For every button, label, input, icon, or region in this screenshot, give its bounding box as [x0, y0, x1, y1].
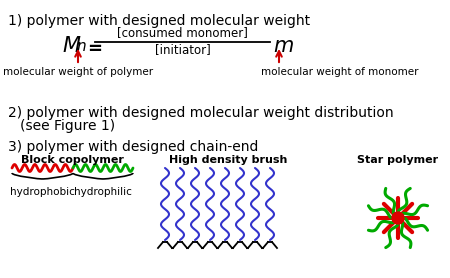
Text: [initiator]: [initiator]	[155, 43, 211, 56]
Text: hydrophilic: hydrophilic	[74, 187, 132, 197]
Text: (see Figure 1): (see Figure 1)	[20, 119, 115, 133]
Text: 2) polymer with designed molecular weight distribution: 2) polymer with designed molecular weigh…	[8, 106, 394, 120]
Text: molecular weight of polymer: molecular weight of polymer	[3, 67, 153, 77]
Text: hydrophobic: hydrophobic	[9, 187, 74, 197]
Text: $\mathbf{=}$: $\mathbf{=}$	[84, 38, 103, 56]
Text: $\boldsymbol{\mathit{M}}$: $\boldsymbol{\mathit{M}}$	[62, 36, 81, 56]
Text: [consumed monomer]: [consumed monomer]	[117, 26, 248, 39]
Text: $\boldsymbol{\mathit{n}}$: $\boldsymbol{\mathit{n}}$	[76, 39, 86, 54]
Text: 3) polymer with designed chain-end: 3) polymer with designed chain-end	[8, 140, 258, 154]
Text: molecular weight of monomer: molecular weight of monomer	[261, 67, 419, 77]
Circle shape	[392, 212, 404, 224]
Text: 1) polymer with designed molecular weight: 1) polymer with designed molecular weigh…	[8, 14, 310, 28]
Text: Block copolymer: Block copolymer	[21, 155, 123, 165]
Text: $\boldsymbol{\mathit{m}}$: $\boldsymbol{\mathit{m}}$	[273, 36, 294, 56]
Text: Star polymer: Star polymer	[357, 155, 439, 165]
Text: High density brush: High density brush	[169, 155, 287, 165]
